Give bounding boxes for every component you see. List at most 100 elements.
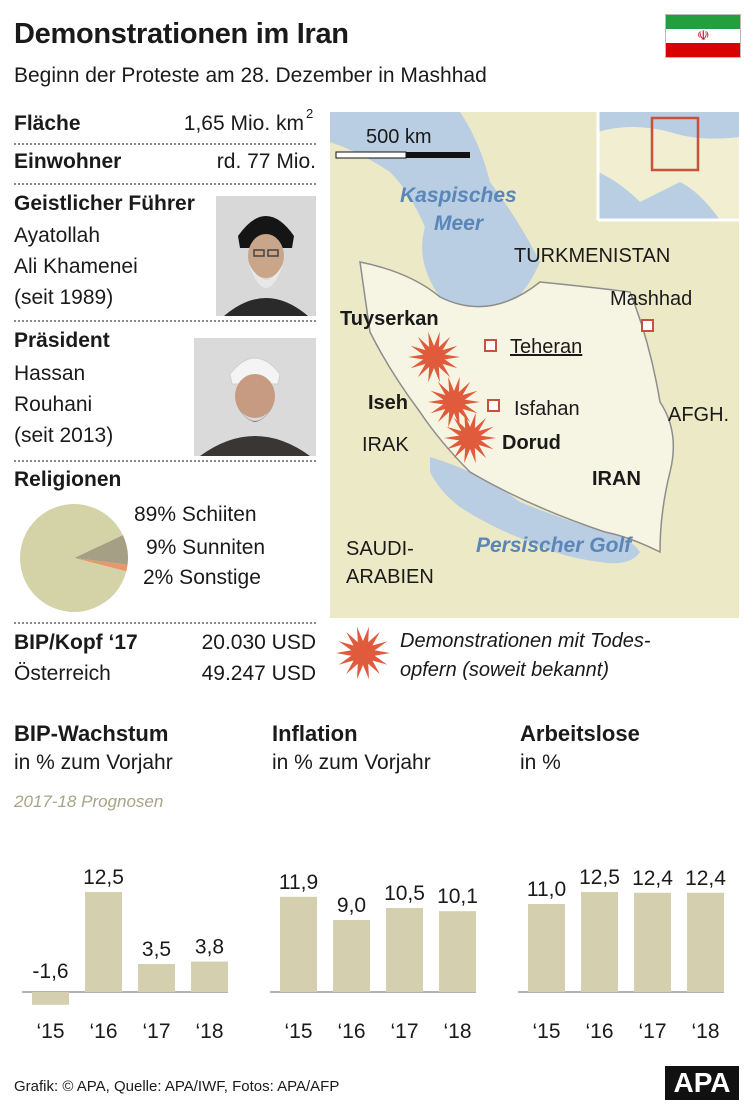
apa-logo: APA: [665, 1066, 739, 1100]
population-label: Einwohner: [14, 150, 122, 173]
scale-label: 500 km: [366, 126, 432, 148]
page-title: Demonstrationen im Iran: [14, 18, 349, 50]
austria-label: Österreich: [14, 662, 111, 685]
pie-slice: [74, 558, 128, 572]
bar-value-label: -1,6: [32, 960, 68, 983]
protest-burst-icon: [408, 331, 460, 383]
caspian-sea-shape: [330, 112, 540, 313]
map-shapes: [330, 112, 739, 618]
gulf-label: Persischer Golf: [476, 534, 632, 557]
leader-label: Geistlicher Führer: [14, 192, 195, 215]
leader-name-2: Ali Khamenei: [14, 255, 138, 278]
x-tick-label: ‘17: [142, 1020, 170, 1043]
protest-burst-icon: [444, 412, 496, 464]
divider: [14, 320, 316, 322]
mashhad-label: Mashhad: [610, 288, 693, 310]
iseh-label: Iseh: [368, 392, 409, 414]
bar-value-label: 12,5: [579, 866, 620, 889]
bar-value-label: 12,5: [83, 866, 124, 889]
x-tick-label: ‘17: [390, 1020, 418, 1043]
tuyserkan-label: Tuyserkan: [340, 308, 439, 330]
area-value-text: 1,65 Mio. km: [183, 112, 304, 135]
x-tick-label: ‘15: [532, 1020, 560, 1043]
isfahan-label: Isfahan: [514, 398, 580, 420]
divider: [14, 460, 316, 462]
saudi-label-2: ARABIEN: [346, 566, 434, 588]
caspian-label-1: Kaspisches: [400, 184, 517, 207]
divider: [14, 183, 316, 185]
bar-value-label: 10,1: [437, 885, 478, 908]
x-tick-label: ‘16: [337, 1020, 365, 1043]
protest-burst-icon: [336, 626, 390, 680]
khamenei-photo: [216, 196, 316, 316]
chart-bar: [581, 892, 618, 992]
persian-gulf-shape: [430, 457, 640, 564]
iran-flag-icon: ☫: [665, 14, 741, 58]
x-tick-label: ‘15: [36, 1020, 64, 1043]
rouhani-photo: [194, 338, 316, 456]
president-name-2: Rouhani: [14, 393, 93, 416]
chart-bar: [528, 904, 565, 992]
bar-value-label: 12,4: [685, 867, 726, 890]
area-label: Fläche: [14, 112, 81, 135]
religion-label: Religionen: [14, 468, 122, 491]
chart-bar: [280, 896, 317, 992]
population-value: rd. 77 Mio.: [216, 150, 316, 173]
austria-value: 49.247 USD: [201, 662, 316, 685]
x-tick-label: ‘15: [284, 1020, 312, 1043]
leader-since: (seit 1989): [14, 286, 114, 309]
page-subtitle: Beginn der Proteste am 28. Dezember in M…: [14, 64, 487, 87]
chart-bar: [634, 892, 671, 992]
bar-value-label: 9,0: [337, 894, 366, 917]
afgh-label: AFGH.: [668, 404, 730, 426]
mashhad-marker: [641, 319, 654, 332]
bar-value-label: 3,8: [195, 936, 224, 959]
chart-bar: [85, 892, 122, 992]
teheran-label: Teheran: [510, 336, 583, 358]
bar-value-label: 10,5: [384, 882, 425, 905]
chart-bar: [439, 911, 476, 992]
isfahan-marker: [487, 399, 500, 412]
chart-bar: [687, 892, 724, 992]
president-since: (seit 2013): [14, 424, 114, 447]
x-tick-label: ‘18: [195, 1020, 223, 1043]
chart-bar: [32, 992, 69, 1005]
legend-line-1: Demonstrationen mit Todes-: [400, 630, 651, 652]
x-tick-label: ‘16: [585, 1020, 613, 1043]
area-value: 1,65 Mio. km: [150, 112, 304, 136]
pie-label-sunni: 9% Sunniten: [146, 536, 266, 559]
bar-value-label: 3,5: [142, 938, 171, 961]
teheran-marker: [484, 339, 497, 352]
x-tick-label: ‘18: [691, 1020, 719, 1043]
x-tick-label: ‘16: [89, 1020, 117, 1043]
president-label: Präsident: [14, 329, 110, 352]
divider: [14, 143, 316, 145]
chart-title-unemployment: Arbeitslose: [520, 721, 640, 746]
bar-charts: -1,6 ‘15 12,5 ‘16 3,5 ‘17 3,8 ‘18 11,9 ‘15 9,0 ‘16 1…: [22, 866, 726, 1043]
bar-value-label: 11,9: [279, 871, 318, 894]
divider: [14, 622, 316, 624]
protest-legend-icon: [336, 626, 390, 680]
caspian-label-2: Meer: [434, 212, 484, 235]
chart-bar: [138, 964, 175, 992]
pie-label-shia: 89% Schiiten: [134, 503, 257, 526]
chart-bar: [333, 920, 370, 992]
x-tick-label: ‘18: [443, 1020, 471, 1043]
saudi-label-1: SAUDI-: [346, 538, 414, 560]
bar-value-label: 11,0: [527, 878, 566, 901]
forecast-note: 2017-18 Prognosen: [14, 792, 164, 811]
president-name-1: Hassan: [14, 362, 86, 385]
chart-subtitle-inflation: in % zum Vorjahr: [272, 751, 431, 774]
religion-pie-chart: [20, 504, 128, 612]
area-superscript: 2: [306, 106, 314, 121]
gdp-value: 20.030 USD: [201, 631, 316, 654]
inset-highlight-shape: [650, 116, 700, 172]
chart-bar: [191, 961, 228, 992]
chart-title-gdp: BIP-Wachstum: [14, 721, 169, 746]
iran-label: IRAN: [592, 468, 641, 490]
irak-label: IRAK: [362, 434, 409, 456]
legend-line-2: opfern (soweit bekannt): [400, 659, 610, 681]
pie-slice: [74, 535, 128, 565]
turkmenistan-label: TURKMENISTAN: [514, 245, 671, 267]
iran-map: 500 km Kaspisches Meer TURKMENISTAN Mash…: [330, 112, 739, 618]
